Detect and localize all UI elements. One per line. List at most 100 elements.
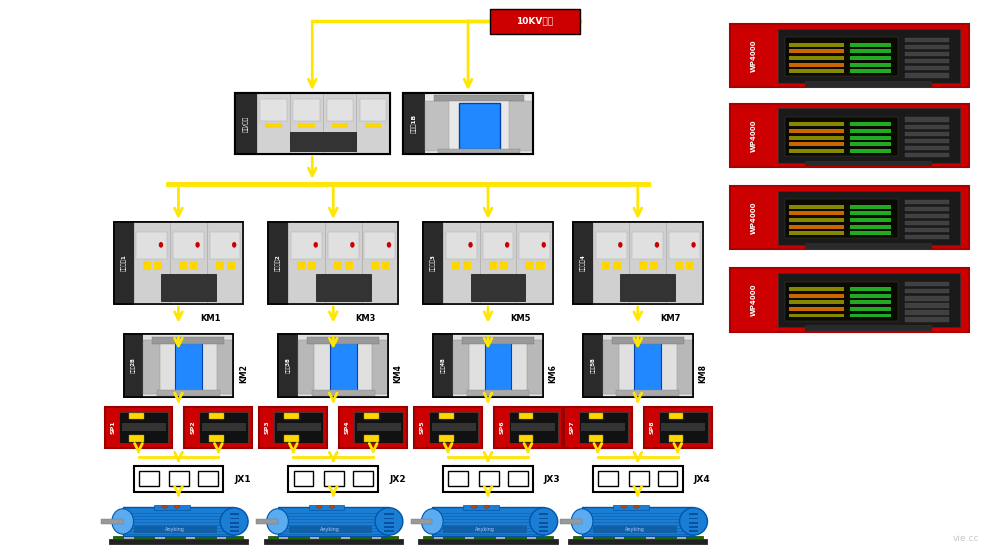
Bar xyxy=(613,261,621,270)
Bar xyxy=(905,228,949,232)
Bar xyxy=(139,471,159,486)
Bar xyxy=(101,519,123,524)
Bar xyxy=(453,334,543,397)
Bar xyxy=(328,233,359,259)
Bar xyxy=(616,390,679,395)
Bar xyxy=(564,406,632,448)
Bar xyxy=(403,93,533,155)
Bar xyxy=(268,222,398,304)
Bar xyxy=(789,129,844,133)
Text: KM3: KM3 xyxy=(355,315,376,323)
Bar xyxy=(209,412,224,420)
Bar xyxy=(669,412,683,420)
Bar xyxy=(124,334,233,397)
Bar xyxy=(277,424,321,431)
Bar xyxy=(289,526,372,534)
Bar xyxy=(114,222,243,304)
Text: 变压器3B: 变压器3B xyxy=(286,358,291,373)
Bar xyxy=(539,513,548,515)
Bar xyxy=(905,131,949,136)
Bar xyxy=(411,519,432,524)
Bar xyxy=(259,406,327,448)
Bar xyxy=(789,56,844,60)
Bar xyxy=(778,273,960,327)
Bar xyxy=(508,471,528,486)
Bar xyxy=(573,222,703,304)
Bar xyxy=(425,93,533,155)
Bar xyxy=(527,340,543,394)
Bar xyxy=(850,294,891,298)
Ellipse shape xyxy=(634,505,639,508)
Bar xyxy=(593,222,629,304)
Text: JX3: JX3 xyxy=(544,475,561,483)
Bar xyxy=(235,93,390,155)
Bar xyxy=(689,518,698,519)
Bar xyxy=(659,411,708,443)
Bar xyxy=(354,411,403,443)
Bar xyxy=(154,505,190,510)
Bar xyxy=(432,424,476,431)
Bar xyxy=(677,537,686,539)
Bar xyxy=(905,118,949,122)
Ellipse shape xyxy=(232,242,236,248)
Text: 变压器4B: 变压器4B xyxy=(441,358,446,373)
Bar xyxy=(230,526,239,527)
Bar xyxy=(384,513,394,515)
Bar xyxy=(789,224,844,228)
Bar xyxy=(382,261,390,270)
Bar xyxy=(598,471,618,486)
Bar xyxy=(612,338,684,344)
Bar xyxy=(905,207,949,211)
Bar xyxy=(789,287,844,291)
Text: SP1: SP1 xyxy=(110,420,115,434)
Bar xyxy=(905,282,949,287)
Bar xyxy=(658,471,677,486)
Bar xyxy=(850,314,891,317)
Bar xyxy=(805,325,932,331)
Bar xyxy=(268,222,398,304)
Bar xyxy=(629,222,666,304)
Text: SP2: SP2 xyxy=(190,420,195,434)
Bar xyxy=(143,261,151,270)
Bar xyxy=(308,261,316,270)
Bar xyxy=(573,222,703,304)
Bar xyxy=(230,522,239,524)
Bar xyxy=(371,261,379,270)
Text: Anyking: Anyking xyxy=(320,527,340,532)
Bar xyxy=(593,466,683,492)
Bar xyxy=(169,471,189,486)
Bar xyxy=(136,233,167,259)
Bar xyxy=(278,334,388,397)
Bar xyxy=(509,411,558,443)
Text: JX4: JX4 xyxy=(694,475,710,483)
Bar xyxy=(154,261,162,270)
Bar xyxy=(257,93,390,155)
Bar xyxy=(789,50,844,53)
Bar xyxy=(227,261,235,270)
Bar xyxy=(175,343,202,392)
Bar xyxy=(235,93,390,155)
Bar xyxy=(519,412,533,420)
Bar xyxy=(584,537,593,539)
Bar xyxy=(850,211,891,215)
Bar xyxy=(230,518,239,519)
Bar xyxy=(190,261,198,270)
Bar xyxy=(905,303,949,307)
Bar xyxy=(124,334,143,397)
Bar xyxy=(217,340,233,394)
Bar xyxy=(284,436,299,442)
Bar xyxy=(364,436,379,442)
Bar xyxy=(433,334,453,397)
Text: SP6: SP6 xyxy=(500,420,505,434)
Text: 数字电源2: 数字电源2 xyxy=(276,255,281,271)
Ellipse shape xyxy=(530,508,558,535)
Ellipse shape xyxy=(618,242,623,248)
Ellipse shape xyxy=(387,242,391,248)
Ellipse shape xyxy=(571,509,593,534)
Bar xyxy=(593,222,703,304)
Bar xyxy=(489,261,497,270)
Bar xyxy=(471,274,525,301)
Bar xyxy=(465,537,474,539)
Ellipse shape xyxy=(159,242,163,248)
Bar xyxy=(324,471,344,486)
